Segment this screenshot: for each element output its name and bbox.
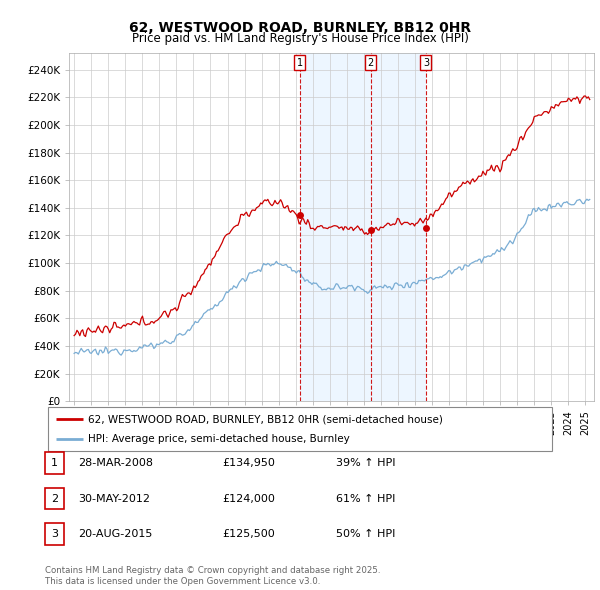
Text: HPI: Average price, semi-detached house, Burnley: HPI: Average price, semi-detached house,… — [88, 434, 350, 444]
Text: 3: 3 — [51, 529, 58, 539]
Text: 50% ↑ HPI: 50% ↑ HPI — [336, 529, 395, 539]
Text: 3: 3 — [423, 58, 429, 68]
FancyBboxPatch shape — [46, 488, 64, 509]
Bar — [299, 53, 426, 401]
Text: 2: 2 — [368, 58, 374, 68]
Text: 61% ↑ HPI: 61% ↑ HPI — [336, 494, 395, 503]
Text: 2: 2 — [51, 494, 58, 503]
Text: £134,950: £134,950 — [222, 458, 275, 468]
Text: £124,000: £124,000 — [222, 494, 275, 503]
Text: 30-MAY-2012: 30-MAY-2012 — [78, 494, 150, 503]
Text: 28-MAR-2008: 28-MAR-2008 — [78, 458, 153, 468]
Text: This data is licensed under the Open Government Licence v3.0.: This data is licensed under the Open Gov… — [45, 577, 320, 586]
Text: 62, WESTWOOD ROAD, BURNLEY, BB12 0HR: 62, WESTWOOD ROAD, BURNLEY, BB12 0HR — [129, 21, 471, 35]
Text: 1: 1 — [51, 458, 58, 468]
Text: 1: 1 — [296, 58, 302, 68]
Text: 62, WESTWOOD ROAD, BURNLEY, BB12 0HR (semi-detached house): 62, WESTWOOD ROAD, BURNLEY, BB12 0HR (se… — [88, 414, 443, 424]
Text: £125,500: £125,500 — [222, 529, 275, 539]
Text: 20-AUG-2015: 20-AUG-2015 — [78, 529, 152, 539]
FancyBboxPatch shape — [48, 407, 552, 451]
Text: Price paid vs. HM Land Registry's House Price Index (HPI): Price paid vs. HM Land Registry's House … — [131, 32, 469, 45]
Text: Contains HM Land Registry data © Crown copyright and database right 2025.: Contains HM Land Registry data © Crown c… — [45, 566, 380, 575]
FancyBboxPatch shape — [46, 453, 64, 474]
Text: 39% ↑ HPI: 39% ↑ HPI — [336, 458, 395, 468]
FancyBboxPatch shape — [46, 523, 64, 545]
